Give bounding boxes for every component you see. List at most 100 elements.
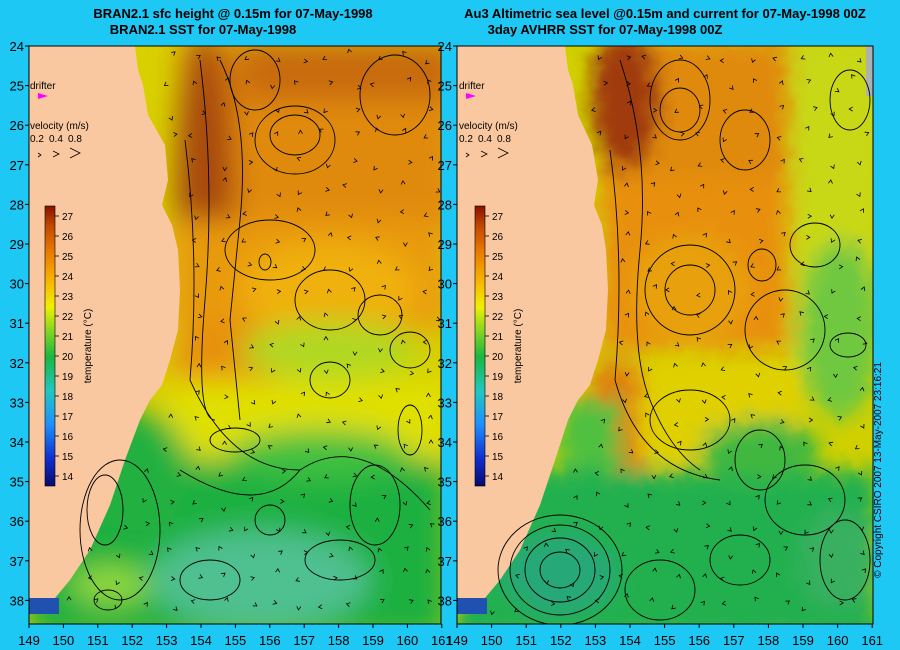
current-vector	[187, 133, 193, 138]
lat-tick-label: 34	[438, 435, 452, 450]
lat-tick-label: 30	[438, 277, 452, 292]
current-vector	[195, 547, 201, 552]
current-vector	[650, 182, 656, 187]
current-vector	[276, 289, 282, 295]
current-vector	[428, 106, 434, 112]
current-vector	[778, 297, 784, 302]
current-vector	[727, 343, 733, 349]
current-vector	[721, 394, 726, 400]
current-vector	[425, 59, 430, 65]
current-vector	[780, 313, 785, 318]
current-vector	[399, 209, 405, 215]
current-vector	[226, 424, 232, 430]
left-velocity-value-1: 0.2	[30, 134, 44, 145]
current-vector	[857, 497, 863, 502]
current-vector	[831, 289, 836, 294]
current-vector	[697, 207, 702, 213]
current-vector	[670, 548, 675, 554]
current-vector	[624, 593, 629, 598]
lon-tick-label: 153	[156, 633, 178, 648]
current-vector	[228, 527, 234, 532]
current-vector	[781, 231, 786, 237]
current-vector	[861, 568, 867, 573]
current-vector	[376, 114, 382, 120]
current-vector	[353, 158, 358, 163]
lon-tick-label: 151	[87, 633, 109, 648]
current-vector	[705, 55, 711, 60]
current-vector	[596, 491, 601, 497]
current-vector	[426, 392, 431, 398]
current-vector	[296, 315, 302, 321]
current-vector	[303, 550, 309, 556]
current-vector	[777, 390, 782, 396]
current-vector	[751, 58, 756, 64]
current-vector	[318, 128, 324, 133]
current-vector	[322, 445, 328, 451]
lat-tick-label: 36	[10, 514, 24, 529]
current-vector	[422, 289, 427, 295]
current-vector	[173, 132, 178, 137]
colorbar-tick-label: 16	[62, 432, 74, 443]
current-vector	[194, 215, 199, 221]
current-vector	[644, 311, 650, 317]
current-vector	[379, 569, 384, 574]
current-vector	[808, 417, 814, 423]
current-vector	[333, 575, 338, 581]
colorbar-tick-label: 15	[62, 452, 74, 463]
current-vector	[719, 576, 725, 582]
current-vector	[303, 58, 309, 64]
current-vector	[758, 238, 764, 244]
current-vector	[647, 493, 652, 499]
left-colorbar-title: temperature (°C)	[83, 309, 94, 384]
current-vector	[201, 110, 207, 116]
current-vector	[728, 290, 733, 295]
current-vector	[645, 525, 651, 531]
current-vector	[379, 599, 385, 604]
lon-tick-label: 160	[397, 633, 419, 648]
colorbar-tick-label: 27	[62, 212, 74, 223]
current-vector	[429, 523, 435, 528]
current-vector	[490, 610, 495, 616]
right-land-mask	[457, 46, 608, 598]
lat-tick-label: 34	[10, 435, 24, 450]
current-vector	[641, 54, 647, 60]
lat-tick-label: 30	[10, 277, 24, 292]
current-vector	[195, 465, 201, 471]
current-vector	[348, 447, 354, 452]
current-vector	[427, 79, 432, 84]
current-vector	[192, 80, 198, 86]
current-vector	[355, 131, 361, 136]
right-velocity-value-3: 0.8	[497, 134, 511, 145]
current-vector	[732, 261, 738, 266]
current-vector	[647, 267, 652, 272]
current-vector	[409, 370, 415, 376]
lat-tick-label: 33	[10, 395, 24, 410]
current-vector	[755, 208, 761, 213]
left-velocity-title: velocity (m/s)	[30, 121, 89, 132]
lat-tick-label: 28	[10, 197, 24, 212]
lon-tick-label: 155	[654, 633, 676, 648]
current-vector	[427, 599, 432, 605]
current-vector	[596, 130, 602, 136]
current-vector	[218, 545, 223, 551]
current-vector	[428, 266, 434, 271]
lat-tick-label: 37	[10, 554, 24, 569]
current-vector	[593, 552, 599, 557]
current-vector	[671, 305, 677, 311]
current-vector	[648, 366, 653, 372]
colorbar-tick-label: 26	[492, 232, 504, 243]
current-vector	[376, 259, 382, 265]
current-vector	[860, 423, 865, 429]
current-vector	[145, 521, 151, 527]
current-vector	[242, 211, 247, 216]
current-vector	[375, 127, 380, 133]
current-vector	[698, 104, 704, 110]
current-vector	[680, 131, 685, 137]
current-vector	[87, 546, 93, 552]
lat-tick-label: 32	[10, 356, 24, 371]
lat-tick-label: 35	[10, 475, 24, 490]
left-latitude-axis: 24 25 26 27 28 29 30 31 32 33 34 35 36 37 38	[10, 39, 29, 608]
current-vector	[671, 604, 676, 610]
current-vector	[373, 444, 379, 449]
current-vector	[515, 573, 520, 579]
